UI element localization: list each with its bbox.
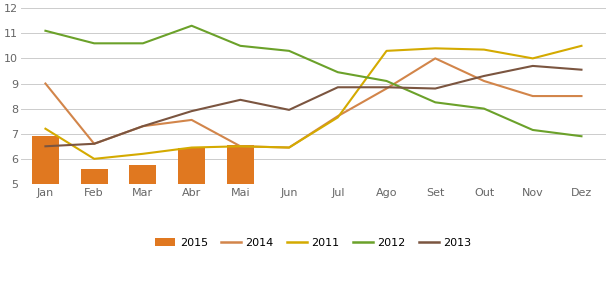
Bar xyxy=(32,136,59,184)
Bar xyxy=(227,145,254,184)
Bar xyxy=(81,169,107,184)
Legend: 2015, 2014, 2011, 2012, 2013: 2015, 2014, 2011, 2012, 2013 xyxy=(151,233,476,252)
Bar xyxy=(129,165,156,184)
Bar xyxy=(178,147,205,184)
